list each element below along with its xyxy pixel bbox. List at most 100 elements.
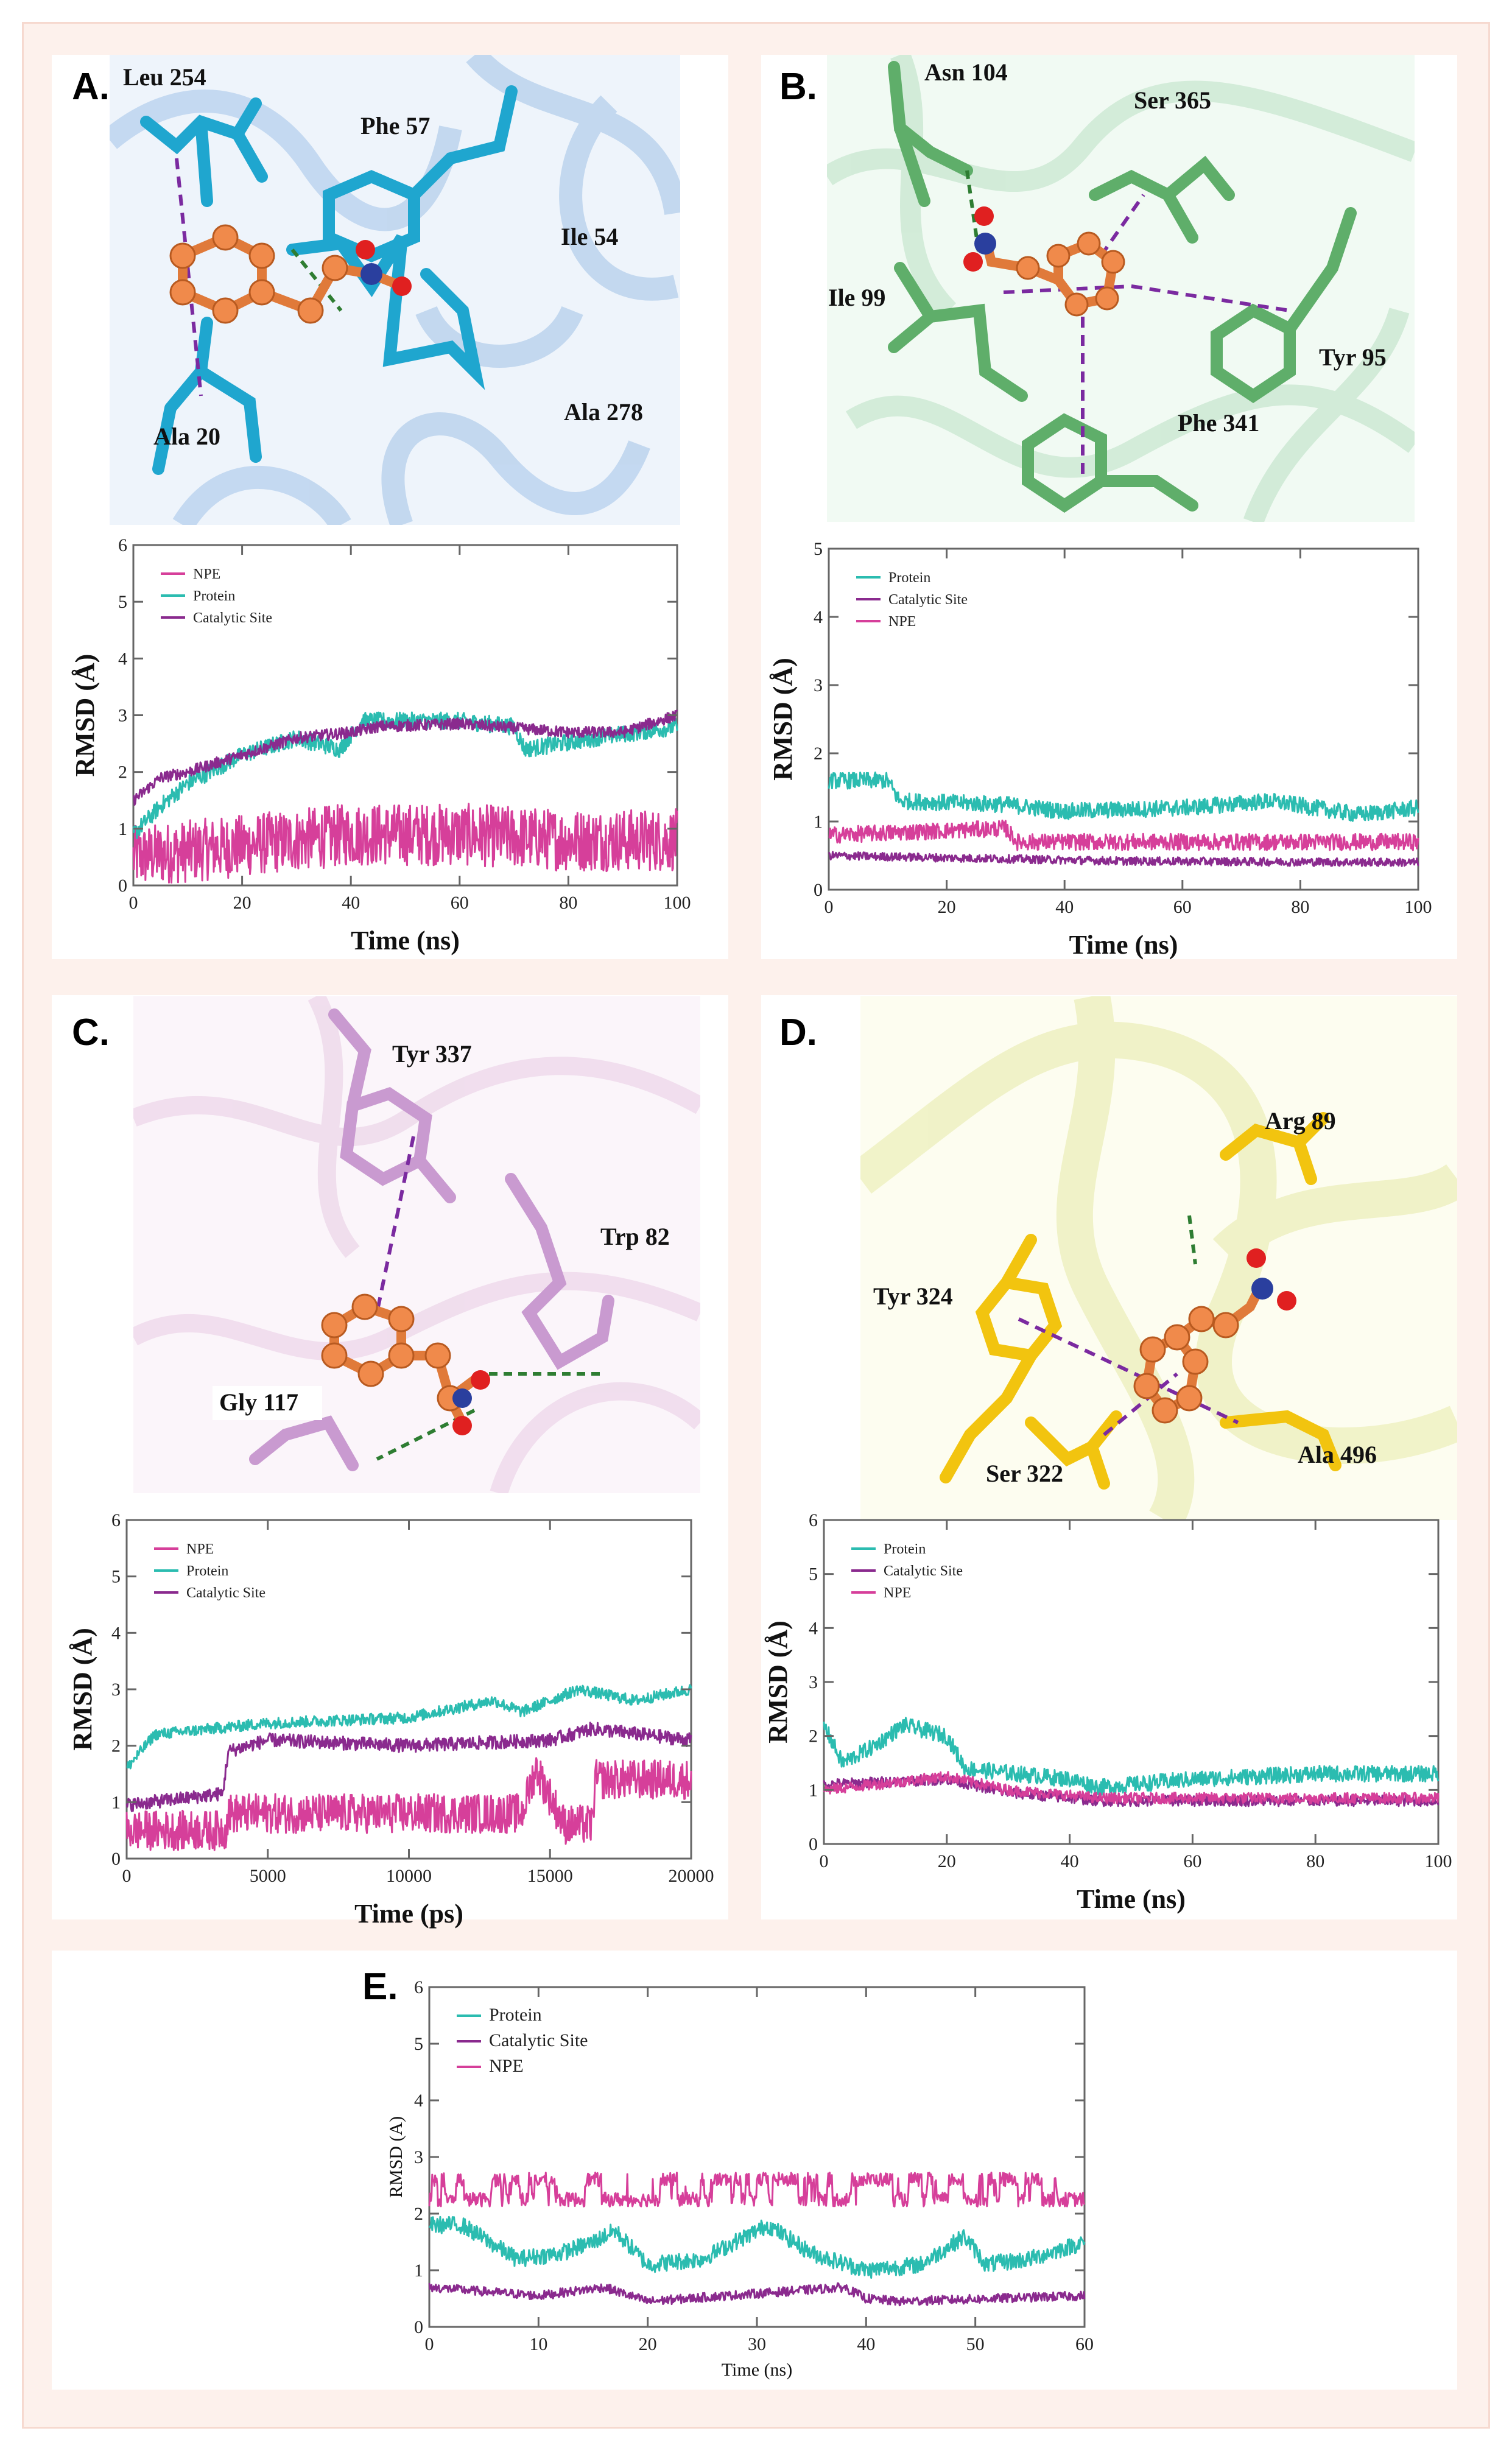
residue-label: Tyr 324: [873, 1283, 953, 1310]
y-tick-label: 4: [809, 1618, 818, 1638]
series-line-npe: [823, 1771, 1440, 1804]
pi-contacts: [1018, 1317, 1239, 1437]
y-tick-label: 2: [814, 744, 823, 764]
npe-ligand: [1133, 1248, 1296, 1424]
residue-label: Phe 341: [1178, 409, 1259, 437]
x-tick-label: 80: [1291, 897, 1309, 917]
y-tick-label: 1: [111, 1792, 121, 1812]
x-tick-label: 80: [559, 893, 577, 913]
series-line-catalytic-site: [828, 851, 1419, 867]
panel-label-e: E.: [362, 1966, 398, 2008]
x-axis-label: Time (ns): [722, 2360, 792, 2380]
y-tick-label: 6: [414, 1977, 423, 1997]
binding-site-scene-c: Tyr 337 Trp 82 Gly 117: [133, 996, 700, 1493]
y-tick-label: 0: [814, 880, 823, 900]
x-tick-label: 100: [1405, 897, 1432, 917]
x-tick-label: 50: [966, 2334, 985, 2354]
x-axis-label: Time (ps): [354, 1899, 463, 1929]
series-line-npe: [428, 2172, 1086, 2208]
series-line-protein: [428, 2215, 1086, 2279]
y-tick-label: 0: [118, 876, 127, 896]
residue-label: Ala 20: [153, 423, 220, 450]
npe-ligand: [169, 224, 412, 324]
y-tick-label: 3: [118, 706, 127, 726]
hydrophobic-contacts: [175, 158, 203, 396]
residue-label: Asn 104: [924, 58, 1008, 86]
residue-label: Arg 89: [1265, 1107, 1336, 1135]
legend-label: Catalytic Site: [489, 2030, 588, 2050]
residue-label: Leu 254: [123, 63, 206, 91]
x-tick-label: 100: [1425, 1851, 1452, 1871]
legend-label: Catalytic Site: [888, 592, 968, 608]
x-tick-label: 0: [825, 897, 834, 917]
x-tick-label: 100: [664, 893, 691, 913]
y-tick-label: 3: [414, 2147, 423, 2167]
legend: Protein Catalytic Site NPE: [856, 570, 968, 630]
binding-site-scene-d: Arg 89 Tyr 324 Ser 322 Ala 496: [860, 996, 1457, 1520]
x-tick-label: 0: [129, 893, 138, 913]
x-tick-label: 0: [425, 2334, 434, 2354]
series-line-npe: [828, 819, 1419, 851]
series-line-protein: [823, 1717, 1440, 1796]
chart-b: 0 20 40 60 80 100 0 1 2 3 4 5 Time (ns) RMSD (Å) Prote…: [768, 539, 1432, 960]
y-tick-label: 3: [809, 1672, 818, 1692]
y-tick-label: 0: [809, 1834, 818, 1854]
legend-label: Protein: [489, 2005, 542, 2025]
plot-frame: [828, 547, 1419, 891]
legend-label: Protein: [884, 1541, 926, 1557]
y-axis-label: RMSD (Å): [68, 1628, 97, 1751]
binding-site-scene-b: Asn 104 Ser 365 Ile 99 Tyr 95 Phe 341: [827, 55, 1415, 522]
legend-label: Protein: [193, 588, 235, 604]
residue-label: Ile 54: [561, 223, 618, 250]
legend-label: NPE: [186, 1541, 214, 1557]
y-tick-label: 3: [111, 1680, 121, 1700]
binding-site-scene-a: Leu 254 Phe 57 Ile 54 Ala 278 Ala 20: [110, 55, 680, 525]
chart-a: 0 20 40 60 80 100 0 1 2 3 4 5 6 Time (ns) RMSD (Å) NPE P…: [70, 535, 691, 955]
legend-label: Catalytic Site: [186, 1585, 265, 1601]
series-line-protein: [828, 771, 1419, 822]
x-axis-label: Time (ns): [1069, 930, 1178, 960]
hydrogen-bond: [290, 248, 343, 312]
y-tick-label: 5: [809, 1564, 818, 1585]
panel-label-b: B.: [779, 66, 817, 108]
legend-label: NPE: [884, 1585, 911, 1601]
series-line-npe: [132, 803, 678, 884]
legend: Protein Catalytic Site NPE: [851, 1541, 963, 1601]
y-tick-label: 3: [814, 675, 823, 695]
chart-e: 0 10 20 30 40 50 60 0 1 2 3 4 5 6 Time (ns) RMSD (A) Pro…: [386, 1977, 1094, 2380]
residue-label: Gly 117: [219, 1388, 298, 1416]
series-line-catalytic-site: [133, 709, 678, 806]
x-tick-label: 20: [233, 893, 251, 913]
y-tick-label: 5: [814, 539, 823, 559]
y-tick-label: 2: [414, 2204, 423, 2224]
y-axis-label: RMSD (Å): [768, 658, 798, 781]
residue-label: Ser 322: [986, 1460, 1063, 1487]
y-tick-label: 4: [118, 649, 127, 669]
x-tick-label: 20: [938, 897, 956, 917]
residue-sticks: [940, 1112, 1341, 1490]
npe-ligand: [321, 1293, 490, 1435]
residue-label: Tyr 337: [392, 1040, 472, 1068]
series-line-catalytic-site: [125, 1722, 692, 1812]
y-tick-label: 6: [118, 535, 127, 555]
hydrogen-bond: [1187, 1215, 1197, 1265]
series-line-npe: [125, 1757, 692, 1851]
plot-frame: [428, 1986, 1086, 2328]
x-tick-label: 40: [342, 893, 360, 913]
pi-contact: [375, 1136, 415, 1314]
plot-frame: [823, 1519, 1440, 1845]
protein-ribbon: [133, 996, 700, 1493]
panel-label-a: A.: [72, 66, 110, 108]
y-tick-label: 6: [111, 1510, 121, 1530]
residue-label: Tyr 95: [1319, 343, 1387, 371]
panel-label-c: C.: [72, 1012, 110, 1054]
y-tick-label: 2: [809, 1726, 818, 1747]
residue-label: Trp 82: [600, 1223, 670, 1250]
npe-ligand: [963, 206, 1125, 317]
legend-label: Catalytic Site: [884, 1563, 963, 1579]
legend-label: NPE: [489, 2056, 524, 2076]
y-tick-label: 1: [814, 812, 823, 832]
y-tick-label: 0: [414, 2317, 423, 2337]
chart-d: 0 20 40 60 80 100 0 1 2 3 4 5 6 Time (ns) RMSD (Å) Prot…: [763, 1510, 1452, 1914]
